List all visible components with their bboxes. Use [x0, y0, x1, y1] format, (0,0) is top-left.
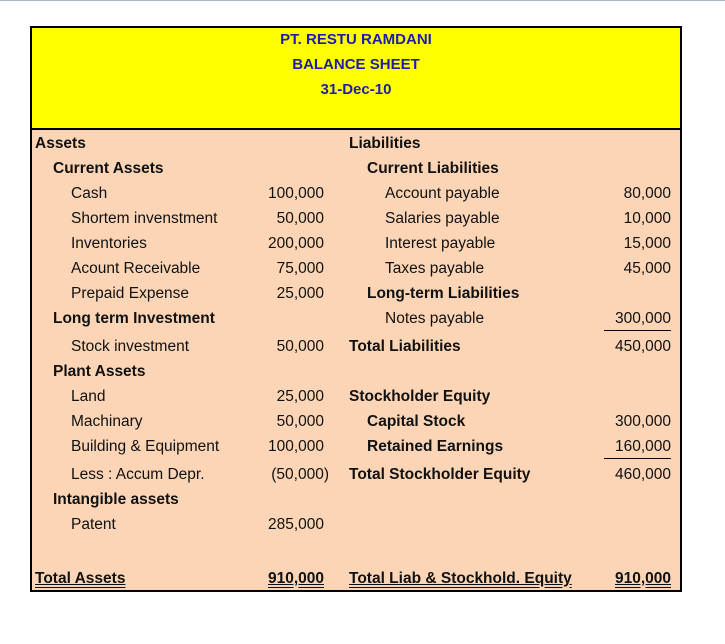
assets-heading: Assets: [35, 135, 86, 152]
subtotal-rule: [604, 330, 671, 331]
equity-value: 300,000: [614, 413, 671, 430]
liability-label: Salaries payable: [385, 210, 500, 227]
asset-label: Prepaid Expense: [71, 285, 190, 302]
total-equity-label: Total Stockholder Equity: [349, 466, 531, 483]
balance-sheet: PT. RESTU RAMDANI BALANCE SHEET 31-Dec-1…: [30, 26, 682, 592]
subtotal-rule: [604, 458, 671, 459]
liability-label: Notes payable: [385, 310, 485, 327]
long-term-investment-heading: Long term Investment: [53, 310, 215, 327]
equity-label: Capital Stock: [367, 413, 466, 430]
asset-value: 50,000: [276, 210, 324, 227]
window-top-border: [0, 0, 725, 1]
asset-value: 25,000: [276, 285, 324, 302]
liability-value: 300,000: [614, 310, 671, 327]
asset-label: Land: [71, 388, 106, 405]
liability-value: 10,000: [623, 210, 671, 227]
liability-value: 80,000: [623, 185, 671, 202]
long-term-liabilities-heading: Long-term Liabilities: [367, 285, 520, 302]
liability-label: Taxes payable: [385, 260, 485, 277]
current-assets-heading: Current Assets: [53, 160, 164, 177]
asset-label: Less : Accum Depr.: [71, 466, 205, 483]
asset-label: Stock investment: [71, 338, 190, 355]
asset-label: Machinary: [71, 413, 143, 430]
asset-label: Cash: [71, 185, 108, 202]
asset-value: 200,000: [267, 235, 324, 252]
asset-label: Inventories: [71, 235, 147, 252]
total-equity-value: 460,000: [614, 466, 671, 483]
liability-value: 45,000: [623, 260, 671, 277]
asset-value: 50,000: [276, 413, 324, 430]
equity-label: Retained Earnings: [367, 438, 504, 455]
total-liabilities-value: 450,000: [614, 338, 671, 355]
liabilities-heading: Liabilities: [349, 135, 421, 152]
asset-value: 100,000: [267, 185, 324, 202]
equity-value: 160,000: [614, 438, 671, 455]
asset-value: (50,000): [271, 466, 329, 483]
asset-value: 75,000: [276, 260, 324, 277]
total-liabilities-label: Total Liabilities: [349, 338, 461, 355]
asset-value: 100,000: [267, 438, 324, 455]
liability-label: Interest payable: [385, 235, 496, 252]
company-name: PT. RESTU RAMDANI: [280, 31, 432, 48]
grand-total-label: Total Liab & Stockhold. Equity: [349, 570, 572, 587]
plant-assets-heading: Plant Assets: [53, 363, 146, 380]
sheet-date: 31-Dec-10: [320, 81, 392, 98]
liability-value: 15,000: [623, 235, 671, 252]
total-assets-value: 910,000: [267, 570, 324, 587]
asset-label: Patent: [71, 516, 116, 533]
asset-label: Shortem invenstment: [71, 210, 218, 227]
stockholder-equity-heading: Stockholder Equity: [349, 388, 491, 405]
sheet-title: BALANCE SHEET: [292, 56, 420, 73]
current-liabilities-heading: Current Liabilities: [367, 160, 499, 177]
grand-total-value: 910,000: [614, 570, 671, 587]
asset-label: Acount Receivable: [71, 260, 201, 277]
asset-value: 25,000: [276, 388, 324, 405]
sheet-header: PT. RESTU RAMDANI BALANCE SHEET 31-Dec-1…: [32, 28, 680, 130]
liability-label: Account payable: [385, 185, 500, 202]
asset-value: 50,000: [276, 338, 324, 355]
asset-value: 285,000: [267, 516, 324, 533]
intangible-assets-heading: Intangible assets: [53, 491, 179, 508]
asset-label: Building & Equipment: [71, 438, 220, 455]
total-assets-label: Total Assets: [35, 570, 126, 587]
